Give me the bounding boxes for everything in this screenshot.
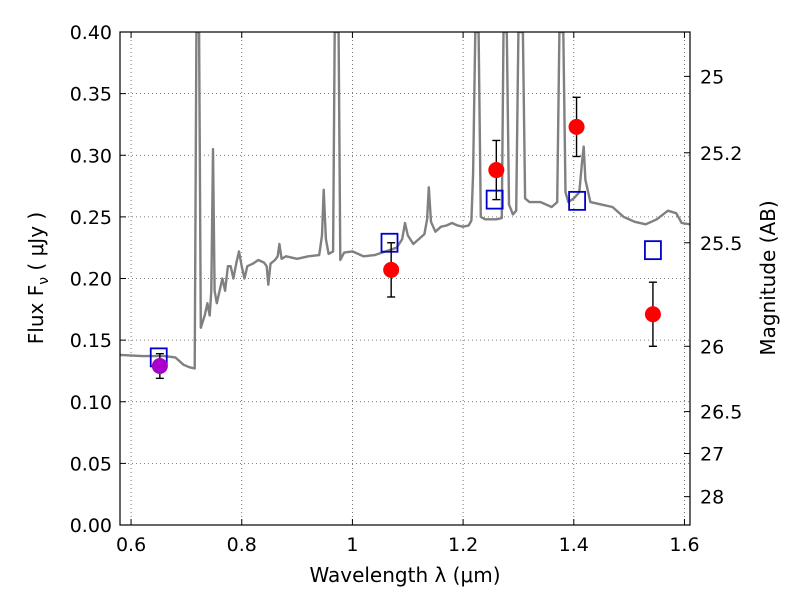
y-axis-label-main: Flux F — [24, 285, 48, 344]
y-tick-label: 0.40 — [70, 22, 112, 44]
y2-tick-label: 28 — [700, 487, 724, 509]
x-axis-label: Wavelength λ (μm) — [309, 563, 500, 587]
y-axis-label-subscript: ν — [36, 277, 52, 285]
x-tick-label: 1.4 — [559, 534, 589, 556]
x-tick-label: 0.6 — [116, 534, 146, 556]
y-tick-label: 0.25 — [70, 207, 112, 229]
observed-series — [151, 118, 661, 375]
y-axis-label-unit: ( μJy ) — [24, 212, 48, 277]
tick-labels: 0.6 0.8 1 1.2 1.4 1.6 0.00 0.05 0.10 0.15 0.20 0.25… — [70, 22, 743, 556]
y2-tick-label: 25.5 — [700, 233, 742, 255]
model-point — [380, 232, 399, 253]
y-tick-label: 0.15 — [70, 330, 112, 352]
x-tick-label: 1 — [346, 534, 358, 556]
observed-point — [383, 261, 400, 278]
spectrum-series — [120, 32, 690, 370]
x-tick-label: 1.6 — [669, 534, 699, 556]
y-tick-label: 0.05 — [70, 453, 112, 475]
y2-tick-label: 25 — [700, 66, 724, 88]
y-tick-label: 0.35 — [70, 84, 112, 106]
y-tick-label: 0.00 — [70, 515, 112, 537]
spectrum-line — [120, 32, 690, 370]
x-tick-label: 0.8 — [227, 534, 257, 556]
y2-tick-label: 25.2 — [700, 143, 742, 165]
observed-point — [644, 306, 661, 323]
y2-tick-label: 26 — [700, 336, 724, 358]
model-series — [149, 189, 662, 368]
y-tick-label: 0.10 — [70, 392, 112, 414]
y-axis-label: Flux Fν ( μJy ) — [24, 212, 52, 344]
model-point — [568, 190, 587, 211]
y2-tick-label: 27 — [700, 444, 724, 466]
observed-optical-point — [151, 358, 168, 375]
ticks — [120, 31, 690, 526]
observed-point — [568, 118, 585, 135]
y2-tick-label: 26.5 — [700, 402, 742, 424]
model-point — [644, 240, 662, 261]
x-tick-label: 1.2 — [448, 534, 478, 556]
y2-axis-label: Magnitude (AB) — [756, 200, 780, 355]
y-tick-label: 0.20 — [70, 269, 112, 291]
model-point — [485, 189, 504, 210]
y-tick-label: 0.30 — [70, 145, 112, 167]
observed-point — [488, 162, 505, 179]
